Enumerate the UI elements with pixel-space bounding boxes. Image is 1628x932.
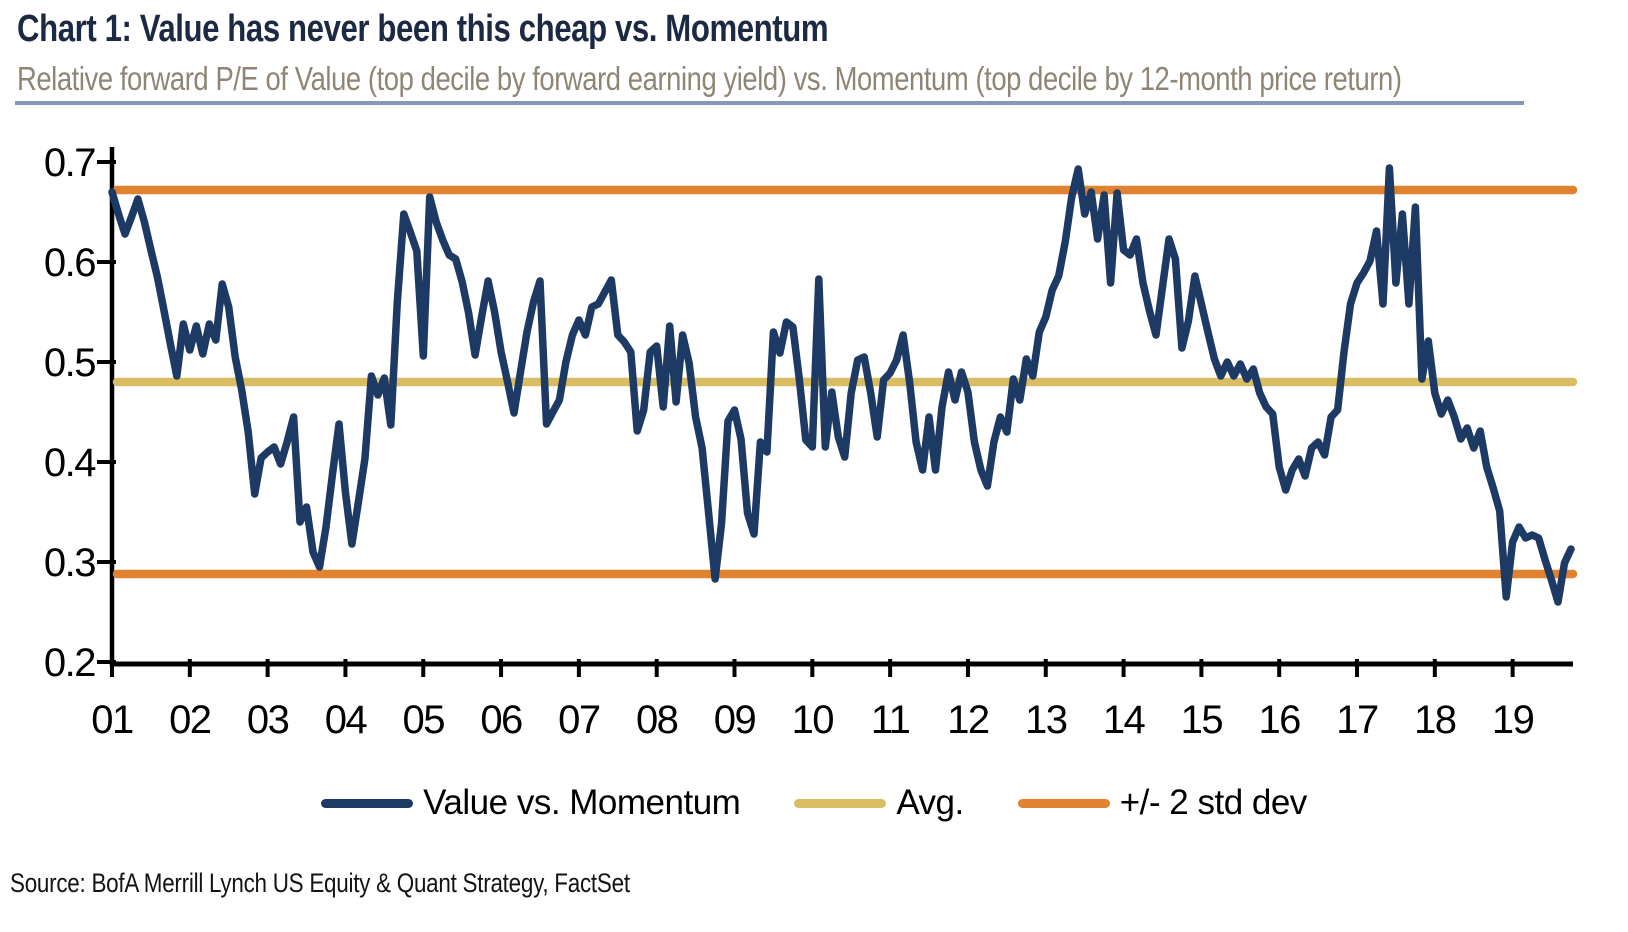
- y-tick-label: 0.5: [44, 341, 95, 385]
- x-tick-label: 14: [1103, 698, 1146, 742]
- x-tick-label: 16: [1258, 698, 1300, 742]
- y-tick-label: 0.2: [44, 641, 95, 685]
- y-tick-label: 0.4: [44, 441, 96, 485]
- x-tick-label: 03: [247, 698, 289, 742]
- x-tick-label: 08: [636, 698, 678, 742]
- x-tick-label: 12: [947, 698, 989, 742]
- value-vs-momentum-line: [108, 164, 1575, 606]
- value-line-swatch-icon: [321, 798, 414, 808]
- y-tick-label: 0.3: [44, 541, 95, 585]
- x-tick-label: 07: [558, 698, 600, 742]
- x-tick-label: 06: [480, 698, 522, 742]
- avg-line-swatch-icon: [794, 798, 887, 808]
- page-title: Chart 1: Value has never been this cheap…: [17, 8, 829, 50]
- x-tick-label: 01: [91, 698, 133, 742]
- x-tick-label: 04: [325, 698, 368, 742]
- x-tick-label: 09: [714, 698, 756, 742]
- x-tick-label: 18: [1414, 698, 1456, 742]
- x-tick-label: 11: [871, 698, 910, 742]
- legend-label: +/- 2 std dev: [1119, 783, 1308, 822]
- plot-area: 0.7 0.6 0.5 0.4 0.3 0.2 01 02 03 04 05 06 07 08 09 10 11…: [44, 141, 1578, 742]
- y-tick-label: 0.6: [44, 241, 95, 285]
- legend-item-avg: Avg.: [794, 783, 964, 823]
- x-tick-label: 02: [169, 698, 211, 742]
- header-divider: [15, 101, 1524, 105]
- chart-subtitle: Relative forward P/E of Value (top decil…: [17, 60, 1402, 97]
- x-tick-label: 17: [1336, 698, 1378, 742]
- legend-label: Avg.: [896, 783, 964, 822]
- x-tick-label: 05: [403, 698, 445, 742]
- x-tick-label: 10: [792, 698, 834, 742]
- legend-item-std-dev: +/- 2 std dev: [1017, 783, 1308, 823]
- y-tick-label: 0.7: [44, 141, 95, 185]
- x-tick-label: 13: [1025, 698, 1067, 742]
- chart-legend: Value vs. Momentum Avg. +/- 2 std dev: [0, 779, 1628, 827]
- x-tick-label: 19: [1492, 698, 1534, 742]
- x-tick-label: 15: [1181, 698, 1223, 742]
- source-note: Source: BofA Merrill Lynch US Equity & Q…: [10, 868, 630, 898]
- legend-label: Value vs. Momentum: [423, 783, 741, 822]
- legend-item-value-vs-momentum: Value vs. Momentum: [321, 783, 741, 823]
- std-dev-line-swatch-icon: [1017, 798, 1110, 808]
